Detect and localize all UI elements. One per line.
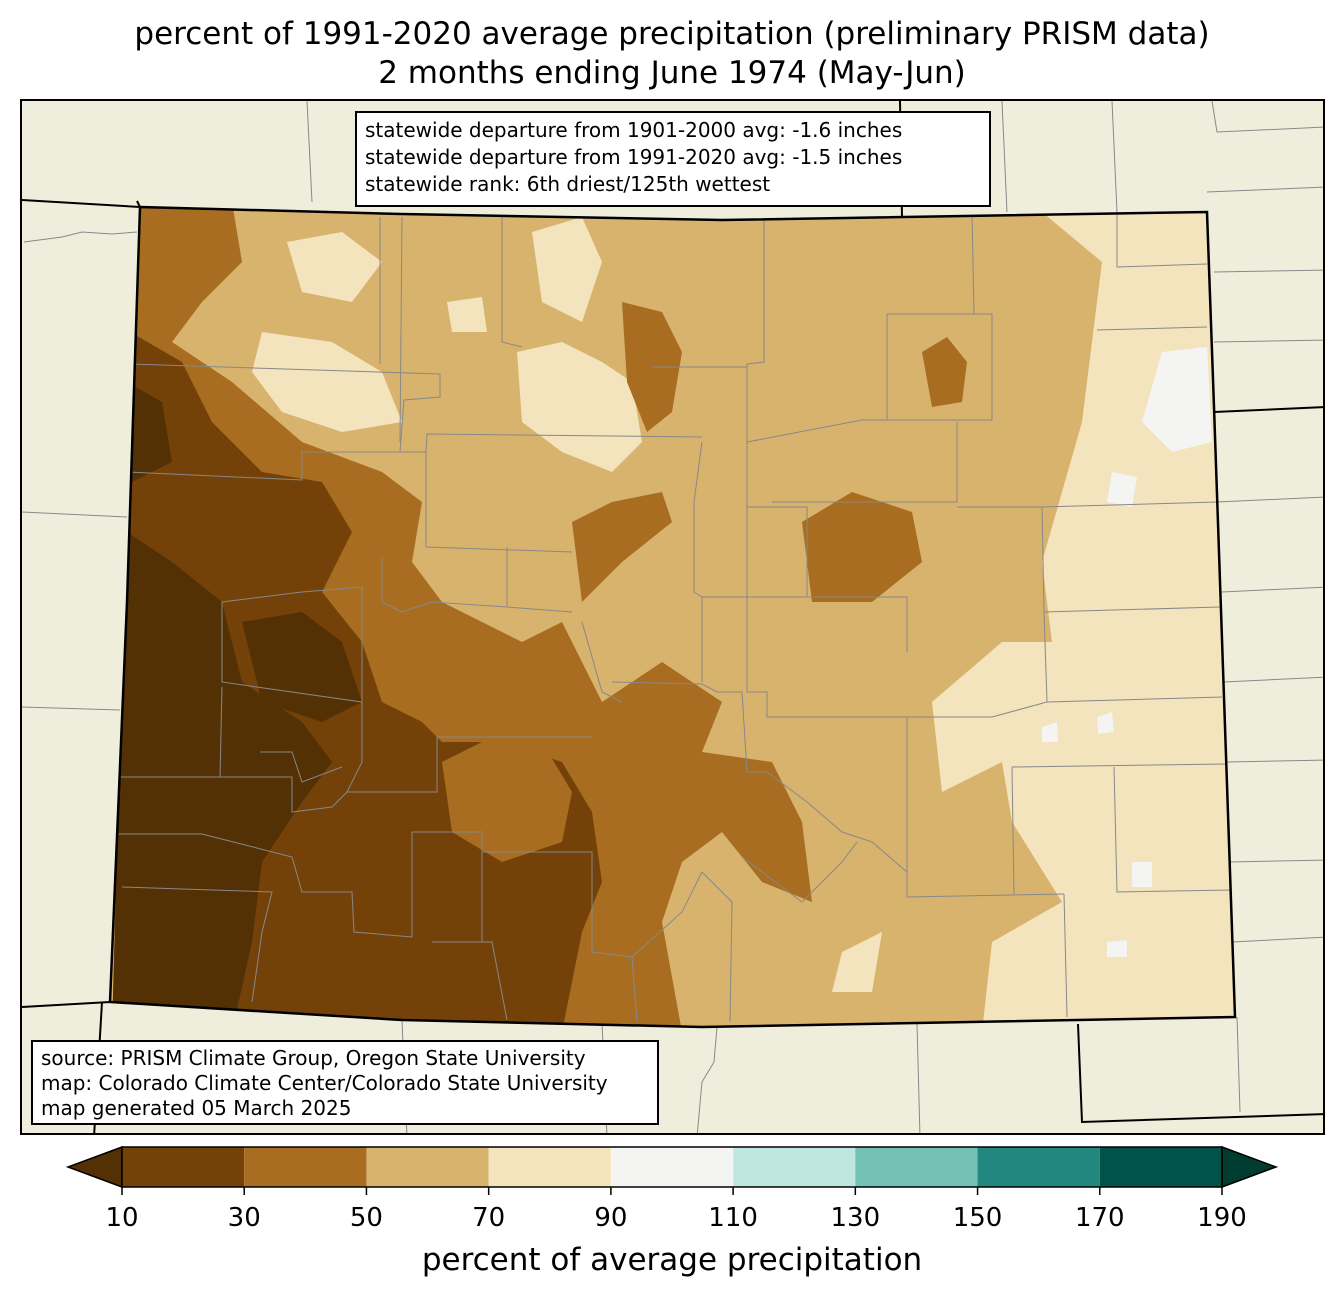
colorado-precip-fill (110, 207, 1235, 1027)
county-lines (112, 213, 1233, 1023)
colorbar-tick-label: 70 (472, 1203, 506, 1233)
colorbar-tick-label: 30 (227, 1203, 261, 1233)
colorbar-segment (855, 1147, 978, 1187)
stats-line-1: statewide departure from 1901-2000 avg: … (365, 118, 903, 142)
colorbar-segment (122, 1147, 245, 1187)
precipitation-map (22, 101, 1323, 1133)
colorbar-tick-label: 10 (105, 1203, 139, 1233)
source-line-2: map: Colorado Climate Center/Colorado St… (41, 1071, 608, 1095)
colorbar-tick-label: 130 (830, 1203, 881, 1233)
colorbar-tick-label: 50 (349, 1203, 383, 1233)
colorbar-segment (488, 1147, 611, 1187)
source-line-1: source: PRISM Climate Group, Oregon Stat… (41, 1046, 586, 1070)
colorbar-segment (610, 1147, 734, 1187)
map-subtitle: 2 months ending June 1974 (May-Jun) (378, 55, 966, 91)
colorbar-segment (366, 1147, 489, 1187)
colorado-border (108, 205, 1237, 1029)
colorbar-segment (1099, 1147, 1222, 1187)
colorbar-tick-label: 170 (1074, 1203, 1125, 1233)
map-title: percent of 1991-2020 average precipitati… (134, 16, 1210, 52)
colorbar-segment (244, 1147, 367, 1187)
colorbar-tick-label: 90 (594, 1203, 628, 1233)
colorbar-segment (977, 1147, 1100, 1187)
west-neighbor-border (136, 200, 141, 208)
source-box: source: PRISM Climate Group, Oregon Stat… (31, 1040, 659, 1125)
colorbar-extend-low (65, 1145, 123, 1189)
colorbar-tick-label: 150 (952, 1203, 1003, 1233)
colorbar-title: percent of average precipitation (421, 1242, 923, 1278)
colorbar-tick-label: 190 (1197, 1203, 1247, 1233)
colorbar-tick-label: 110 (708, 1203, 758, 1233)
stats-line-3: statewide rank: 6th driest/125th wettest (365, 172, 771, 196)
source-line-3: map generated 05 March 2025 (41, 1096, 352, 1120)
colorbar-outline (121, 1146, 1223, 1188)
stats-line-2: statewide departure from 1991-2020 avg: … (365, 145, 903, 169)
map-frame (20, 99, 1325, 1135)
colorbar (65, 1145, 1279, 1195)
statewide-stats-box: statewide departure from 1901-2000 avg: … (355, 111, 991, 207)
colorbar-extend-high (1221, 1145, 1279, 1189)
colorbar-segment (733, 1147, 856, 1187)
